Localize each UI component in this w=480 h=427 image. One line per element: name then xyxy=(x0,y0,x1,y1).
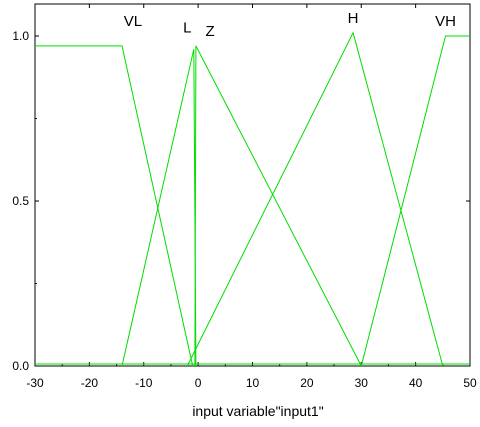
x-tick-label: 40 xyxy=(409,376,423,390)
series-labels: VL L Z H VH xyxy=(124,10,456,40)
x-tick-label: 0 xyxy=(195,376,202,390)
axis-ticks: -30 -20 -10 0 10 20 30 40 50 0.0 0.5 1.0 xyxy=(12,4,477,390)
plot-area xyxy=(34,3,471,367)
y-tick-label: 0.0 xyxy=(12,359,29,373)
series-label-l: L xyxy=(183,20,191,37)
x-tick-label: 30 xyxy=(355,376,369,390)
series-label-vh: VH xyxy=(435,13,456,30)
series-label-z: Z xyxy=(206,23,215,40)
series-line-vh xyxy=(360,35,470,367)
series-lines xyxy=(35,31,470,367)
series-label-h: H xyxy=(348,10,359,27)
series-line-z xyxy=(194,45,362,367)
x-tick-label: -20 xyxy=(81,376,99,390)
x-tick-label: -10 xyxy=(135,376,153,390)
x-tick-label: 10 xyxy=(246,376,260,390)
x-tick-label: 20 xyxy=(300,376,314,390)
series-label-vl: VL xyxy=(124,13,142,30)
y-tick-label: 1.0 xyxy=(12,29,29,43)
series-line-vl xyxy=(35,45,194,367)
x-axis-title: input variable"input1" xyxy=(192,403,323,419)
y-tick-label: 0.5 xyxy=(12,194,29,208)
series-line-h xyxy=(186,31,444,367)
x-tick-label: 50 xyxy=(463,376,477,390)
x-tick-label: -30 xyxy=(26,376,44,390)
